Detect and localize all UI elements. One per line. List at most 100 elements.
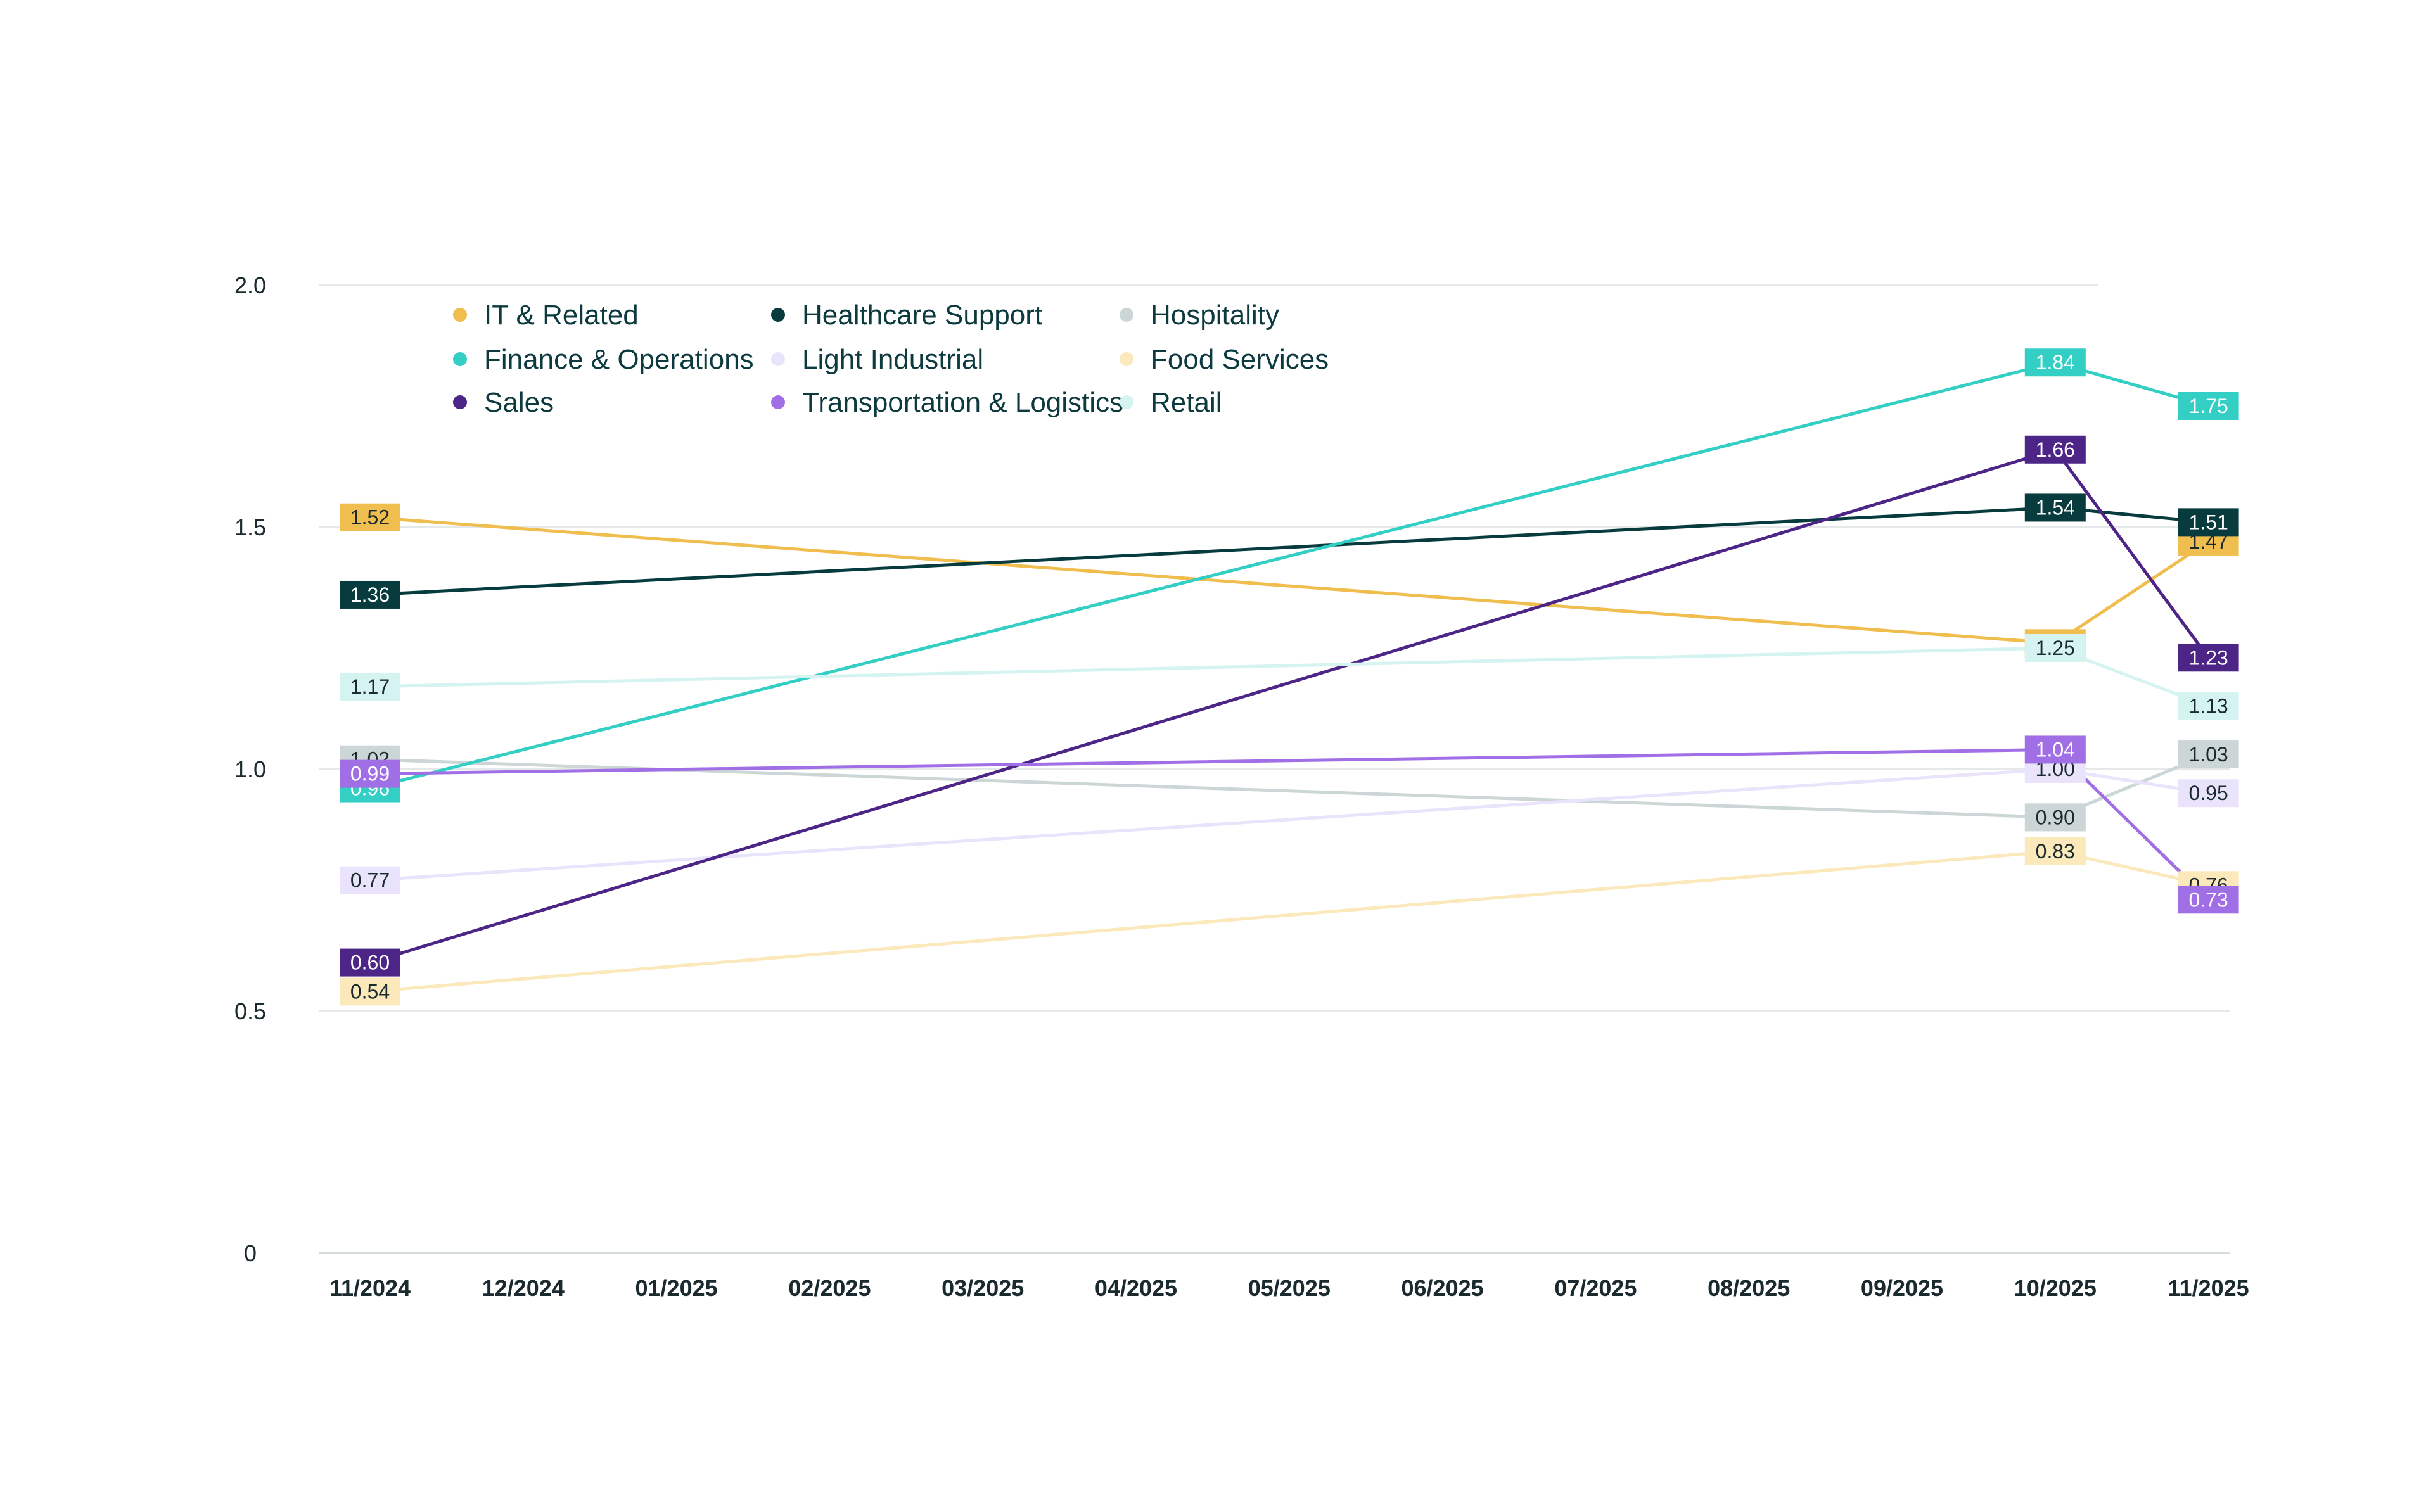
legend-label: Hospitality [1151, 300, 1279, 331]
data-label-text: 1.66 [2036, 438, 2075, 461]
data-label: 1.23 [2178, 644, 2239, 672]
series-line [368, 753, 2211, 819]
data-label: 0.95 [2178, 779, 2239, 808]
legend-swatch [453, 308, 467, 322]
data-label-box [340, 673, 400, 701]
data-label-box [2178, 779, 2239, 808]
legend-label: Retail [1151, 387, 1222, 418]
y-tick-label: 0 [244, 1240, 257, 1266]
data-label-box [340, 948, 400, 977]
x-tick-label: 04/2025 [1095, 1275, 1177, 1301]
series-line [368, 646, 2211, 708]
data-label-box [2178, 692, 2239, 720]
legend-label: Finance & Operations [484, 344, 754, 375]
data-label: 1.13 [2178, 692, 2239, 720]
legend-item: Food Services [1120, 344, 1329, 375]
y-tick-label: 1.0 [234, 756, 266, 782]
data-label-box [340, 580, 400, 609]
legend-item: Finance & Operations [453, 344, 754, 375]
data-label-text: 0.60 [350, 951, 390, 974]
data-label-text: 1.52 [350, 506, 390, 529]
data-label: 1.66 [2024, 435, 2086, 464]
data-label-text: 0.90 [2036, 806, 2075, 829]
data-label-text: 1.17 [350, 675, 390, 698]
data-label-box [2178, 392, 2239, 420]
data-label: 1.04 [2024, 735, 2086, 764]
x-tick-label: 11/2025 [2168, 1275, 2249, 1301]
data-label-text: 1.13 [2188, 695, 2228, 718]
data-label: 1.25 [2024, 634, 2086, 662]
x-tick-label: 02/2025 [788, 1275, 871, 1301]
data-label-box [2024, 435, 2086, 464]
legend-label: IT & Related [484, 300, 639, 331]
data-label: 0.77 [340, 866, 400, 894]
legend-swatch [1120, 395, 1133, 409]
data-label-text: 0.73 [2188, 888, 2228, 911]
data-label-text: 0.77 [350, 869, 390, 892]
data-label-text: 0.54 [350, 980, 390, 1003]
legend-label: Transportation & Logistics [802, 387, 1123, 418]
data-label: 0.54 [340, 977, 400, 1006]
x-tick-label: 12/2024 [482, 1275, 565, 1301]
legend-swatch [1120, 352, 1133, 366]
data-label-text: 0.99 [350, 763, 390, 785]
data-label-box [2024, 634, 2086, 662]
data-label-text: 1.25 [2036, 637, 2075, 659]
legend-swatch [771, 352, 785, 366]
data-label-text: 1.75 [2188, 395, 2228, 417]
x-tick-label: 05/2025 [1248, 1275, 1331, 1301]
data-label: 1.36 [340, 580, 400, 609]
data-label-box [340, 503, 400, 531]
data-label-text: 1.23 [2188, 646, 2228, 669]
series-lines [368, 360, 2211, 993]
data-label: 0.83 [2024, 837, 2086, 865]
x-tick-label: 08/2025 [1708, 1275, 1790, 1301]
x-tick-label: 09/2025 [1861, 1275, 1943, 1301]
data-label-box [2178, 740, 2239, 769]
series-line [368, 849, 2211, 993]
x-axis-ticks: 11/2024 12/2024 01/2025 02/2025 03/2025 04/20… [329, 1275, 2249, 1301]
data-label-box [340, 866, 400, 894]
data-label-box [2178, 508, 2239, 537]
data-label: 0.73 [2178, 886, 2239, 914]
data-label-text: 0.83 [2036, 840, 2075, 863]
x-tick-label: 06/2025 [1402, 1275, 1484, 1301]
legend-label: Food Services [1151, 344, 1329, 375]
legend-swatch [453, 395, 467, 409]
legend: IT & Related Finance & Operations Sales Hea… [453, 300, 1329, 418]
data-label: 1.75 [2178, 392, 2239, 420]
legend-label: Light Industrial [802, 344, 983, 375]
data-label-box [2024, 837, 2086, 865]
data-label-box [340, 759, 400, 788]
series-line [368, 505, 2211, 597]
legend-item: IT & Related [453, 300, 639, 331]
legend-item: Sales [453, 387, 554, 418]
series-line [368, 767, 2211, 882]
data-label: 1.54 [2024, 493, 2086, 522]
legend-swatch [453, 352, 467, 366]
data-label-box [2024, 493, 2086, 522]
data-label-text: 1.51 [2188, 511, 2228, 533]
data-label: 1.52 [340, 503, 400, 531]
data-labels: 1.521.261.471.361.541.511.020.901.030.96… [340, 348, 2239, 1006]
legend-item: Retail [1120, 387, 1222, 418]
data-label-text: 1.84 [2036, 351, 2075, 374]
x-tick-label: 11/2024 [329, 1275, 411, 1301]
data-label-box [2024, 348, 2086, 377]
x-tick-label: 01/2025 [635, 1275, 718, 1301]
legend-item: Hospitality [1120, 300, 1279, 331]
legend-label: Sales [484, 387, 554, 418]
data-label: 1.03 [2178, 740, 2239, 769]
data-label: 1.17 [340, 673, 400, 701]
legend-swatch [771, 395, 785, 409]
y-tick-label: 0.5 [234, 998, 266, 1024]
data-label-box [2024, 735, 2086, 764]
data-label-box [2178, 886, 2239, 914]
data-label-text: 1.03 [2188, 743, 2228, 766]
data-label-text: 0.95 [2188, 782, 2228, 804]
y-tick-label: 1.5 [234, 514, 266, 540]
x-tick-label: 03/2025 [942, 1275, 1024, 1301]
data-label: 0.60 [340, 948, 400, 977]
data-label-box [2178, 644, 2239, 672]
